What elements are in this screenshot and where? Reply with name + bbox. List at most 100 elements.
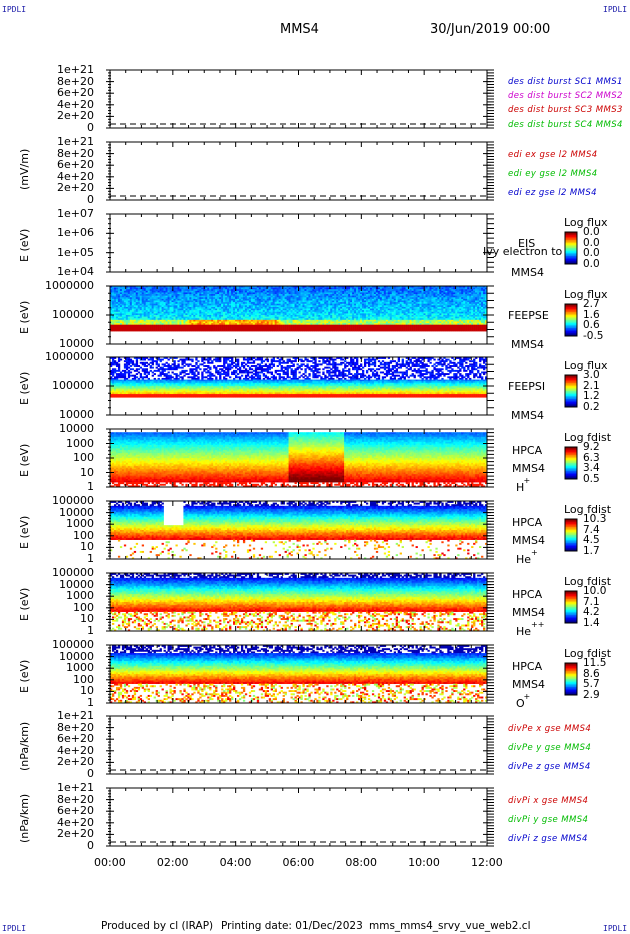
y-tick-label: 1e+07: [2, 208, 94, 219]
y-tick-label: 10: [2, 685, 94, 696]
spacecraft-label: MMS4: [512, 606, 545, 619]
spacecraft-label: MMS4: [511, 409, 544, 422]
y-axis-label: (mV/m): [18, 149, 31, 190]
species-charge: ++: [531, 620, 544, 629]
colorbar-tick-label: 5.7: [583, 680, 600, 689]
colorbar-tick-label: 8.6: [583, 670, 600, 679]
spectrogram-cells: [110, 286, 487, 331]
species-label: He: [516, 553, 531, 566]
colorbar-tick-label: 4.2: [583, 608, 600, 617]
y-tick-label: 2e+20: [2, 182, 94, 193]
y-tick-label: 1: [2, 553, 94, 564]
panel-frame: [110, 788, 487, 846]
y-tick-label: 1: [2, 625, 94, 636]
panel-frame: [110, 142, 487, 200]
x-tick-label: 04:00: [220, 856, 252, 869]
y-tick-label: 1e+21: [2, 136, 94, 147]
colorbar-tick-label: 4.5: [583, 536, 600, 545]
species-charge: +: [524, 692, 531, 701]
y-tick-label: 1: [2, 697, 94, 708]
y-tick-label: 0: [2, 122, 94, 133]
y-axis-label: E (eV): [18, 444, 31, 477]
y-tick-label: 1e+21: [2, 64, 94, 75]
legend-entry: divPi y gse MMS4: [508, 815, 588, 825]
legend-entry: divPe x gse MMS4: [508, 724, 591, 734]
y-tick-label: 10000: [2, 338, 94, 349]
x-tick-label: 08:00: [345, 856, 377, 869]
spectrogram-cells: [110, 573, 487, 631]
y-axis-label: (nPa/km): [18, 721, 31, 770]
y-tick-label: 100000: [2, 495, 94, 506]
instrument-label: HPCA: [512, 516, 542, 529]
colorbar-tick-label: 3.4: [583, 464, 600, 473]
y-tick-label: 0: [2, 840, 94, 851]
y-tick-label: 8e+20: [2, 794, 94, 805]
colorbar-tick-label: 1.4: [583, 619, 600, 628]
y-tick-label: 0: [2, 768, 94, 779]
y-tick-label: 1e+06: [2, 227, 94, 238]
y-tick-label: 2e+20: [2, 110, 94, 121]
y-tick-label: 1000000: [2, 280, 94, 291]
y-tick-label: 1000: [2, 590, 94, 601]
y-tick-label: 100000: [2, 567, 94, 578]
y-tick-label: 10: [2, 467, 94, 478]
y-tick-label: 100: [2, 602, 94, 613]
y-tick-label: 10000: [2, 651, 94, 662]
spacecraft-label: MMS4: [512, 534, 545, 547]
colorbar-tick-label: 2.7: [583, 300, 600, 309]
spectrogram-cells: [110, 501, 487, 559]
y-tick-label: 2e+20: [2, 828, 94, 839]
y-tick-label: 1000000: [2, 351, 94, 362]
y-tick-label: 10000: [2, 423, 94, 434]
y-tick-label: 1e+21: [2, 782, 94, 793]
colorbar-tick-label: -0.5: [583, 332, 604, 341]
colorbar-tick-label: 3.0: [583, 371, 600, 380]
legend-entry: des dist burst SC3 MMS3: [508, 105, 623, 115]
colorbar-tick-label: 11.5: [583, 659, 606, 668]
y-tick-label: 1000: [2, 438, 94, 449]
legend-entry: divPe z gse MMS4: [508, 762, 591, 772]
instrument-label: FEEPSE: [508, 309, 549, 322]
panel-frame: [110, 716, 487, 774]
colorbar-tick-label: 0.0: [583, 228, 600, 237]
colorbar-tick-label: 10.3: [583, 515, 606, 524]
y-axis-label: E (eV): [18, 660, 31, 693]
y-tick-label: 100000: [2, 309, 94, 320]
y-tick-label: 4e+20: [2, 99, 94, 110]
y-tick-label: 6e+20: [2, 733, 94, 744]
y-tick-label: 1e+04: [2, 266, 94, 277]
colorbar-tick-label: 1.6: [583, 311, 600, 320]
x-tick-label: 02:00: [157, 856, 189, 869]
y-tick-label: 8e+20: [2, 76, 94, 87]
y-tick-label: 10000: [2, 579, 94, 590]
x-tick-label: 12:00: [471, 856, 503, 869]
y-tick-label: 6e+20: [2, 805, 94, 816]
spacecraft-label: MMS4: [512, 678, 545, 691]
instrument-label: HPCA: [512, 588, 542, 601]
legend-entry: edi ez gse l2 MMS4: [508, 188, 597, 198]
instrument-label: HPCA: [512, 444, 542, 457]
y-tick-label: 1: [2, 481, 94, 492]
colorbar-tick-label: 0.0: [583, 239, 600, 248]
x-tick-label: 06:00: [283, 856, 315, 869]
overlay-text: Ivy electron to: [483, 245, 562, 258]
spectrogram-cells: [110, 432, 487, 487]
colorbar-tick-label: 10.0: [583, 587, 606, 596]
y-tick-label: 100000: [2, 639, 94, 650]
y-tick-label: 6e+20: [2, 159, 94, 170]
legend-entry: divPi x gse MMS4: [508, 796, 588, 806]
corner-mark-bottom-right: IPDLI: [603, 924, 627, 933]
y-axis-label: E (eV): [18, 588, 31, 621]
corner-mark-bottom-left: IPDLI: [2, 924, 26, 933]
spectrogram-cells: [110, 357, 487, 398]
colorbar-tick-label: 1.2: [583, 392, 600, 401]
y-tick-label: 2e+20: [2, 756, 94, 767]
colorbar-tick-label: 0.5: [583, 475, 600, 484]
y-tick-label: 10: [2, 541, 94, 552]
spacecraft-label: MMS4: [512, 462, 545, 475]
legend-entry: edi ex gse l2 MMS4: [508, 150, 598, 160]
instrument-label: FEEPSI: [508, 380, 545, 393]
colorbar-tick-label: 0.0: [583, 249, 600, 258]
y-tick-label: 4e+20: [2, 171, 94, 182]
y-tick-label: 1e+05: [2, 247, 94, 258]
